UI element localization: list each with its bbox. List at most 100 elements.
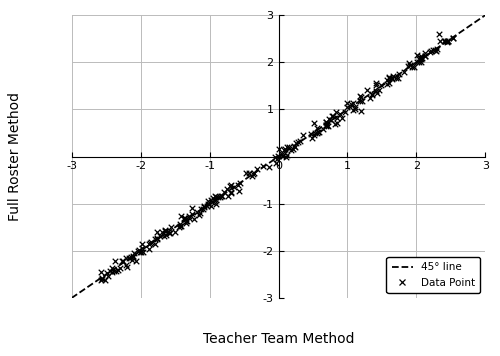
Point [278, 153, 285, 158]
Point [292, 141, 300, 146]
Point [139, 249, 147, 255]
Point [106, 268, 114, 274]
Point [195, 212, 203, 218]
Point [226, 190, 234, 196]
Point [351, 106, 359, 112]
Point [336, 111, 344, 117]
Point [276, 146, 283, 152]
Point [123, 264, 131, 269]
Point [392, 75, 400, 81]
Point [166, 230, 174, 235]
Point [214, 194, 222, 199]
Point [180, 216, 188, 222]
Point [236, 180, 244, 185]
Point [312, 130, 320, 136]
Point [436, 38, 444, 44]
Point [288, 147, 296, 152]
Point [242, 171, 250, 176]
Point [162, 232, 170, 238]
Point [366, 95, 374, 101]
Point [211, 193, 219, 199]
Point [118, 259, 126, 265]
Point [132, 258, 140, 264]
Point [180, 215, 188, 220]
Point [296, 138, 304, 144]
Point [129, 254, 137, 260]
Point [126, 255, 134, 261]
Point [427, 48, 435, 54]
Point [172, 229, 179, 235]
Point [110, 268, 118, 273]
Point [388, 75, 396, 81]
Point [385, 75, 393, 81]
Point [151, 241, 159, 247]
Point [162, 227, 170, 233]
Point [284, 152, 292, 157]
Point [122, 255, 130, 261]
Point [288, 146, 296, 152]
Point [410, 64, 418, 70]
Point [153, 236, 161, 242]
Point [134, 247, 142, 253]
Point [310, 121, 318, 126]
Point [318, 126, 326, 131]
Point [417, 56, 425, 62]
Point [97, 269, 105, 275]
Point [388, 76, 396, 82]
Point [199, 206, 207, 211]
Point [414, 52, 422, 57]
Point [104, 273, 112, 279]
Point [448, 35, 456, 40]
Point [114, 267, 122, 273]
Point [153, 229, 161, 235]
Point [175, 224, 183, 230]
Point [144, 246, 152, 252]
Point [372, 83, 380, 88]
Point [326, 117, 334, 123]
Point [388, 73, 396, 79]
Point [188, 211, 196, 217]
Point [444, 38, 452, 43]
Point [322, 122, 330, 128]
Point [145, 242, 153, 247]
Point [331, 121, 339, 126]
Point [416, 56, 424, 62]
Point [245, 170, 253, 176]
Point [234, 182, 242, 188]
Point [328, 113, 336, 119]
Point [166, 230, 173, 236]
Point [206, 203, 214, 209]
Point [118, 258, 126, 264]
Point [348, 107, 356, 113]
Point [292, 144, 300, 150]
Point [128, 253, 136, 258]
Point [209, 196, 217, 201]
Point [270, 154, 278, 160]
Point [102, 270, 110, 276]
Point [230, 184, 237, 190]
Point [383, 77, 391, 83]
Point [97, 278, 105, 283]
Point [299, 132, 307, 138]
Point [322, 120, 330, 125]
Point [384, 81, 392, 87]
Point [227, 189, 235, 194]
Point [416, 55, 424, 61]
Point [196, 210, 204, 216]
Point [394, 71, 402, 77]
Point [253, 166, 261, 172]
Point [443, 38, 451, 44]
Point [177, 223, 185, 229]
Point [264, 164, 272, 170]
Point [356, 95, 364, 100]
Point [431, 47, 439, 52]
Point [414, 59, 422, 65]
Point [373, 90, 381, 95]
Point [98, 276, 106, 282]
Point [210, 197, 218, 203]
Point [158, 229, 166, 234]
Point [350, 105, 358, 110]
Point [250, 170, 258, 176]
Point [385, 80, 393, 86]
Point [227, 182, 235, 188]
